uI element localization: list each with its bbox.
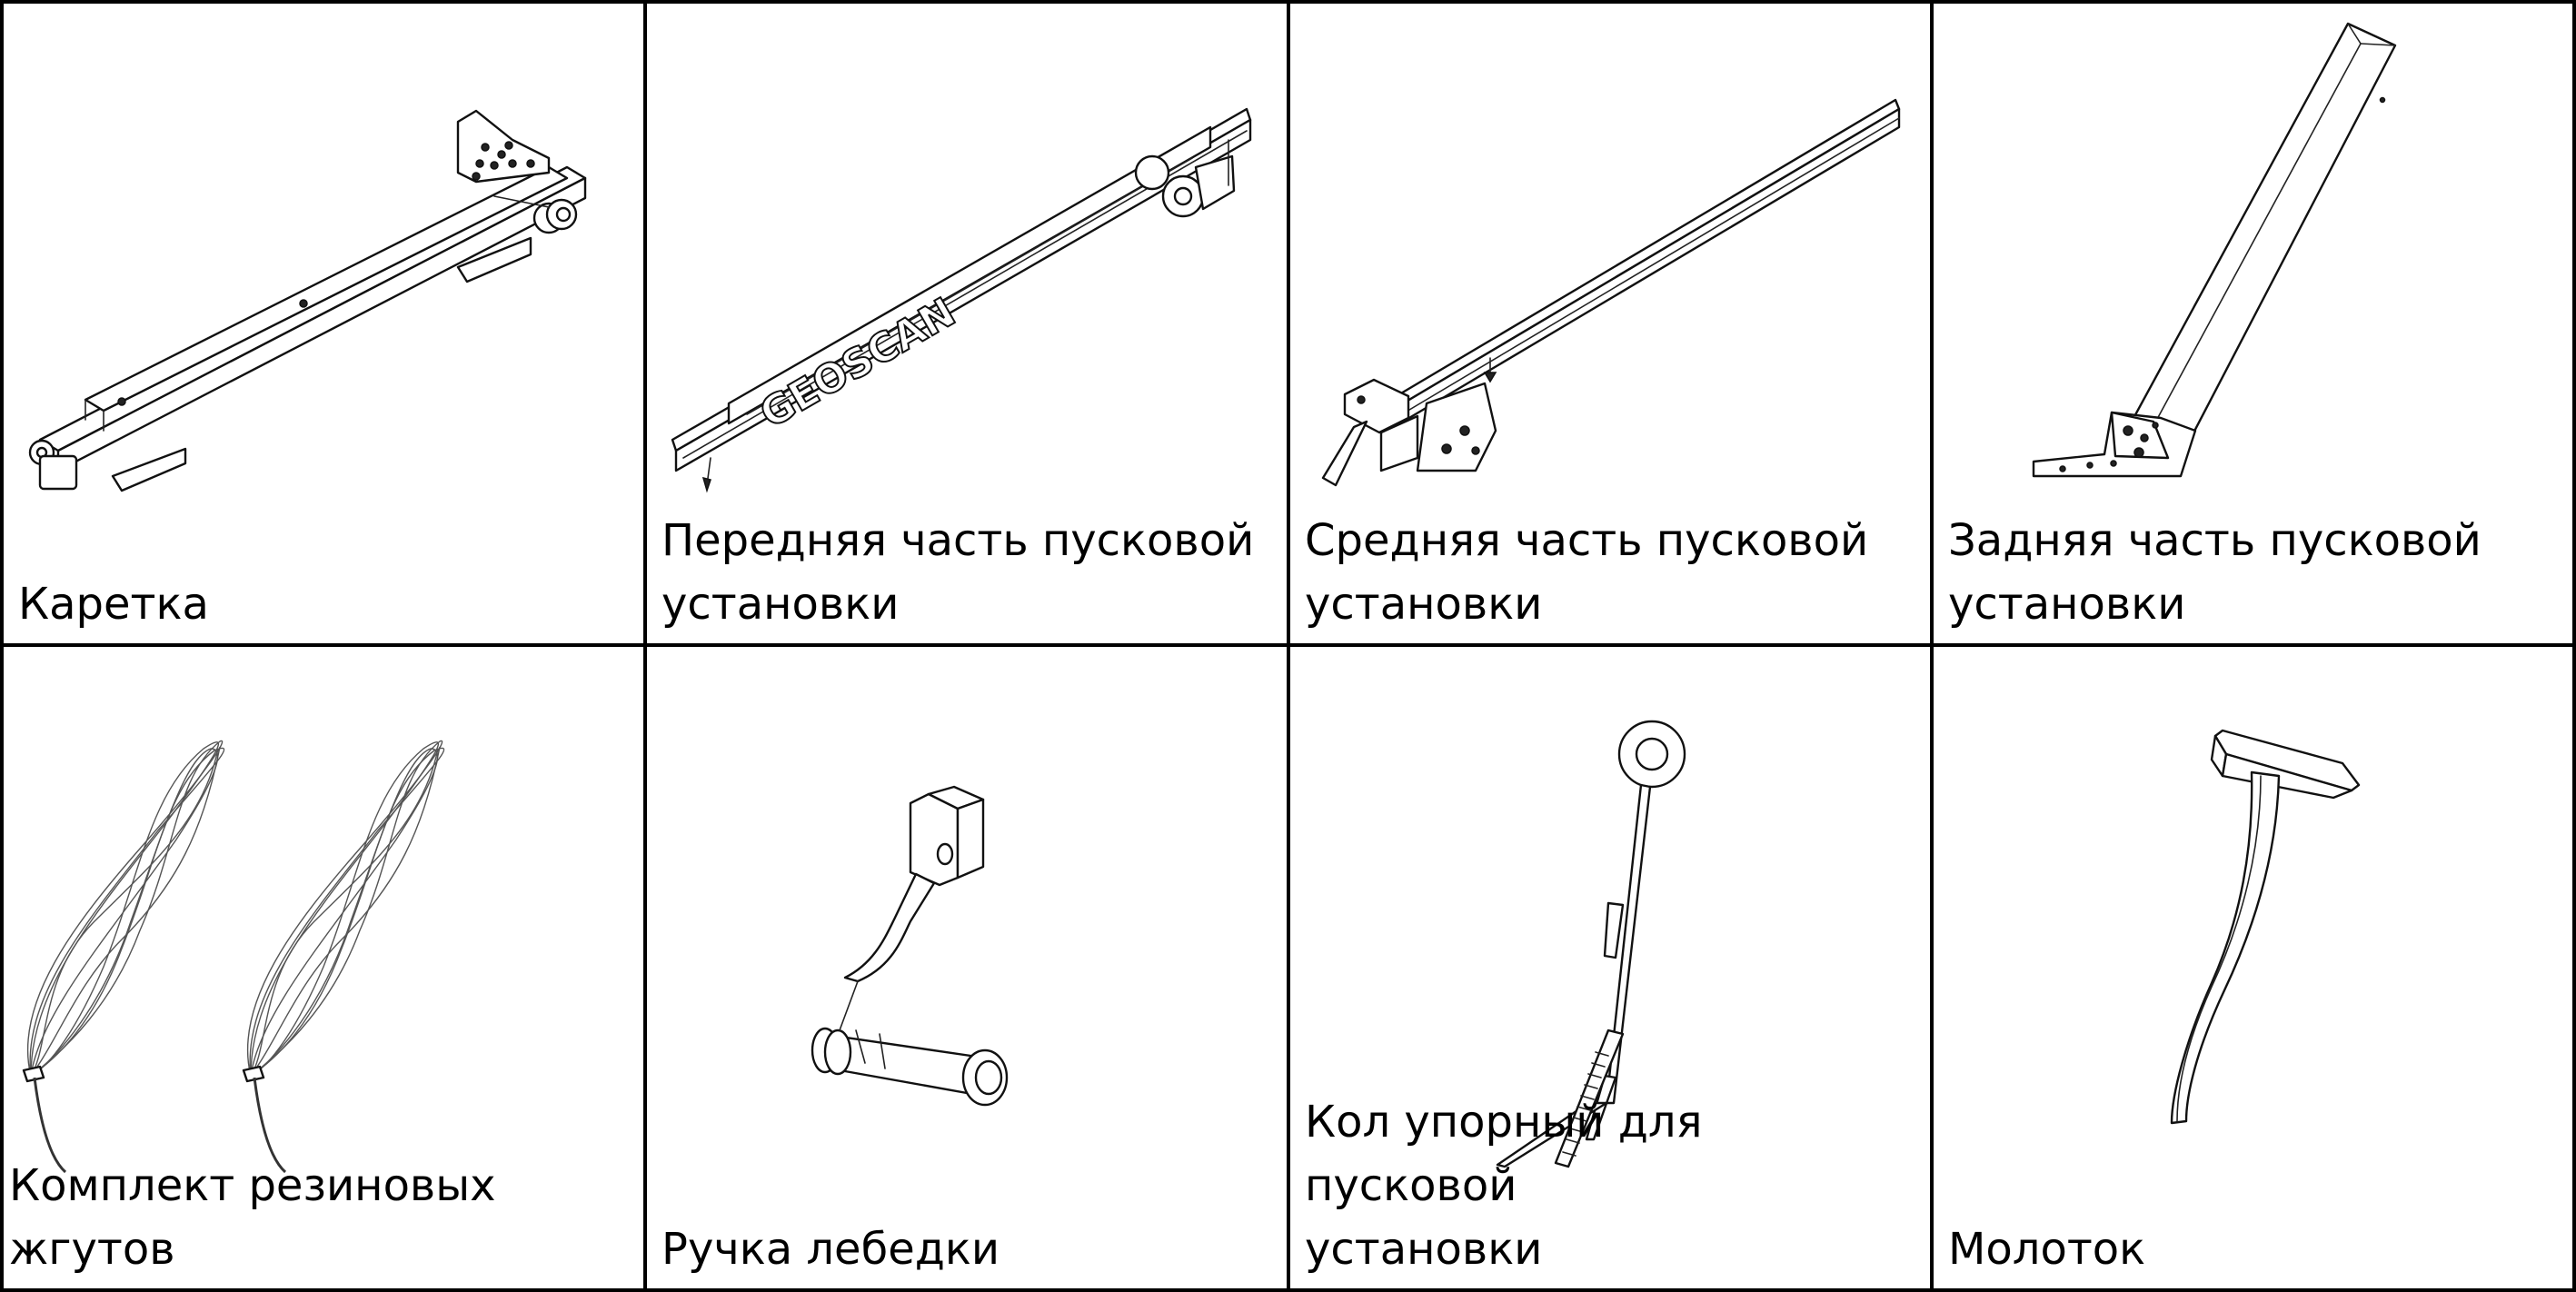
item-caption: Средняя часть пусковой установки <box>1305 515 1869 630</box>
item-caption: Передняя часть пусковой установки <box>661 515 1255 630</box>
stake-icon <box>1496 720 1686 1168</box>
item-cell-winch-handle: Ручка лебедки <box>647 647 1290 1288</box>
item-cell-stake: Кол упорный для пусковой установки <box>1290 647 1934 1288</box>
item-cell-middle-part: Средняя часть пусковой установки <box>1290 4 1934 647</box>
item-cell-carriage: Каретка <box>4 4 647 647</box>
item-caption: Комплект резиновых жгутов <box>9 1160 496 1275</box>
rubber-cords-icon <box>22 739 446 1174</box>
item-caption: Молоток <box>1948 1224 2146 1275</box>
item-caption: Задняя часть пусковой установки <box>1948 515 2482 630</box>
item-caption: Каретка <box>18 579 209 630</box>
item-cell-hammer: Молоток <box>1934 647 2572 1288</box>
item-cell-rubber-cords: Комплект резиновых жгутов <box>4 647 647 1288</box>
launcher-front-part-icon: GEOSCAN <box>671 107 1252 493</box>
launcher-middle-part-icon <box>1321 98 1901 487</box>
item-cell-rear-part: Задняя часть пусковой установки <box>1934 4 2572 647</box>
geoscan-logo: GEOSCAN <box>752 289 963 437</box>
carriage-icon <box>28 109 587 492</box>
item-caption: Ручка лебедки <box>661 1224 1000 1275</box>
hammer-icon <box>2170 729 2361 1125</box>
winch-handle-icon <box>811 785 1009 1107</box>
item-caption: Кол упорный для пусковой установки <box>1305 1097 1703 1275</box>
item-cell-front-part: GEOSCAN Передняя часть пусковой установк… <box>647 4 1290 647</box>
launcher-rear-part-icon <box>2032 22 2397 478</box>
